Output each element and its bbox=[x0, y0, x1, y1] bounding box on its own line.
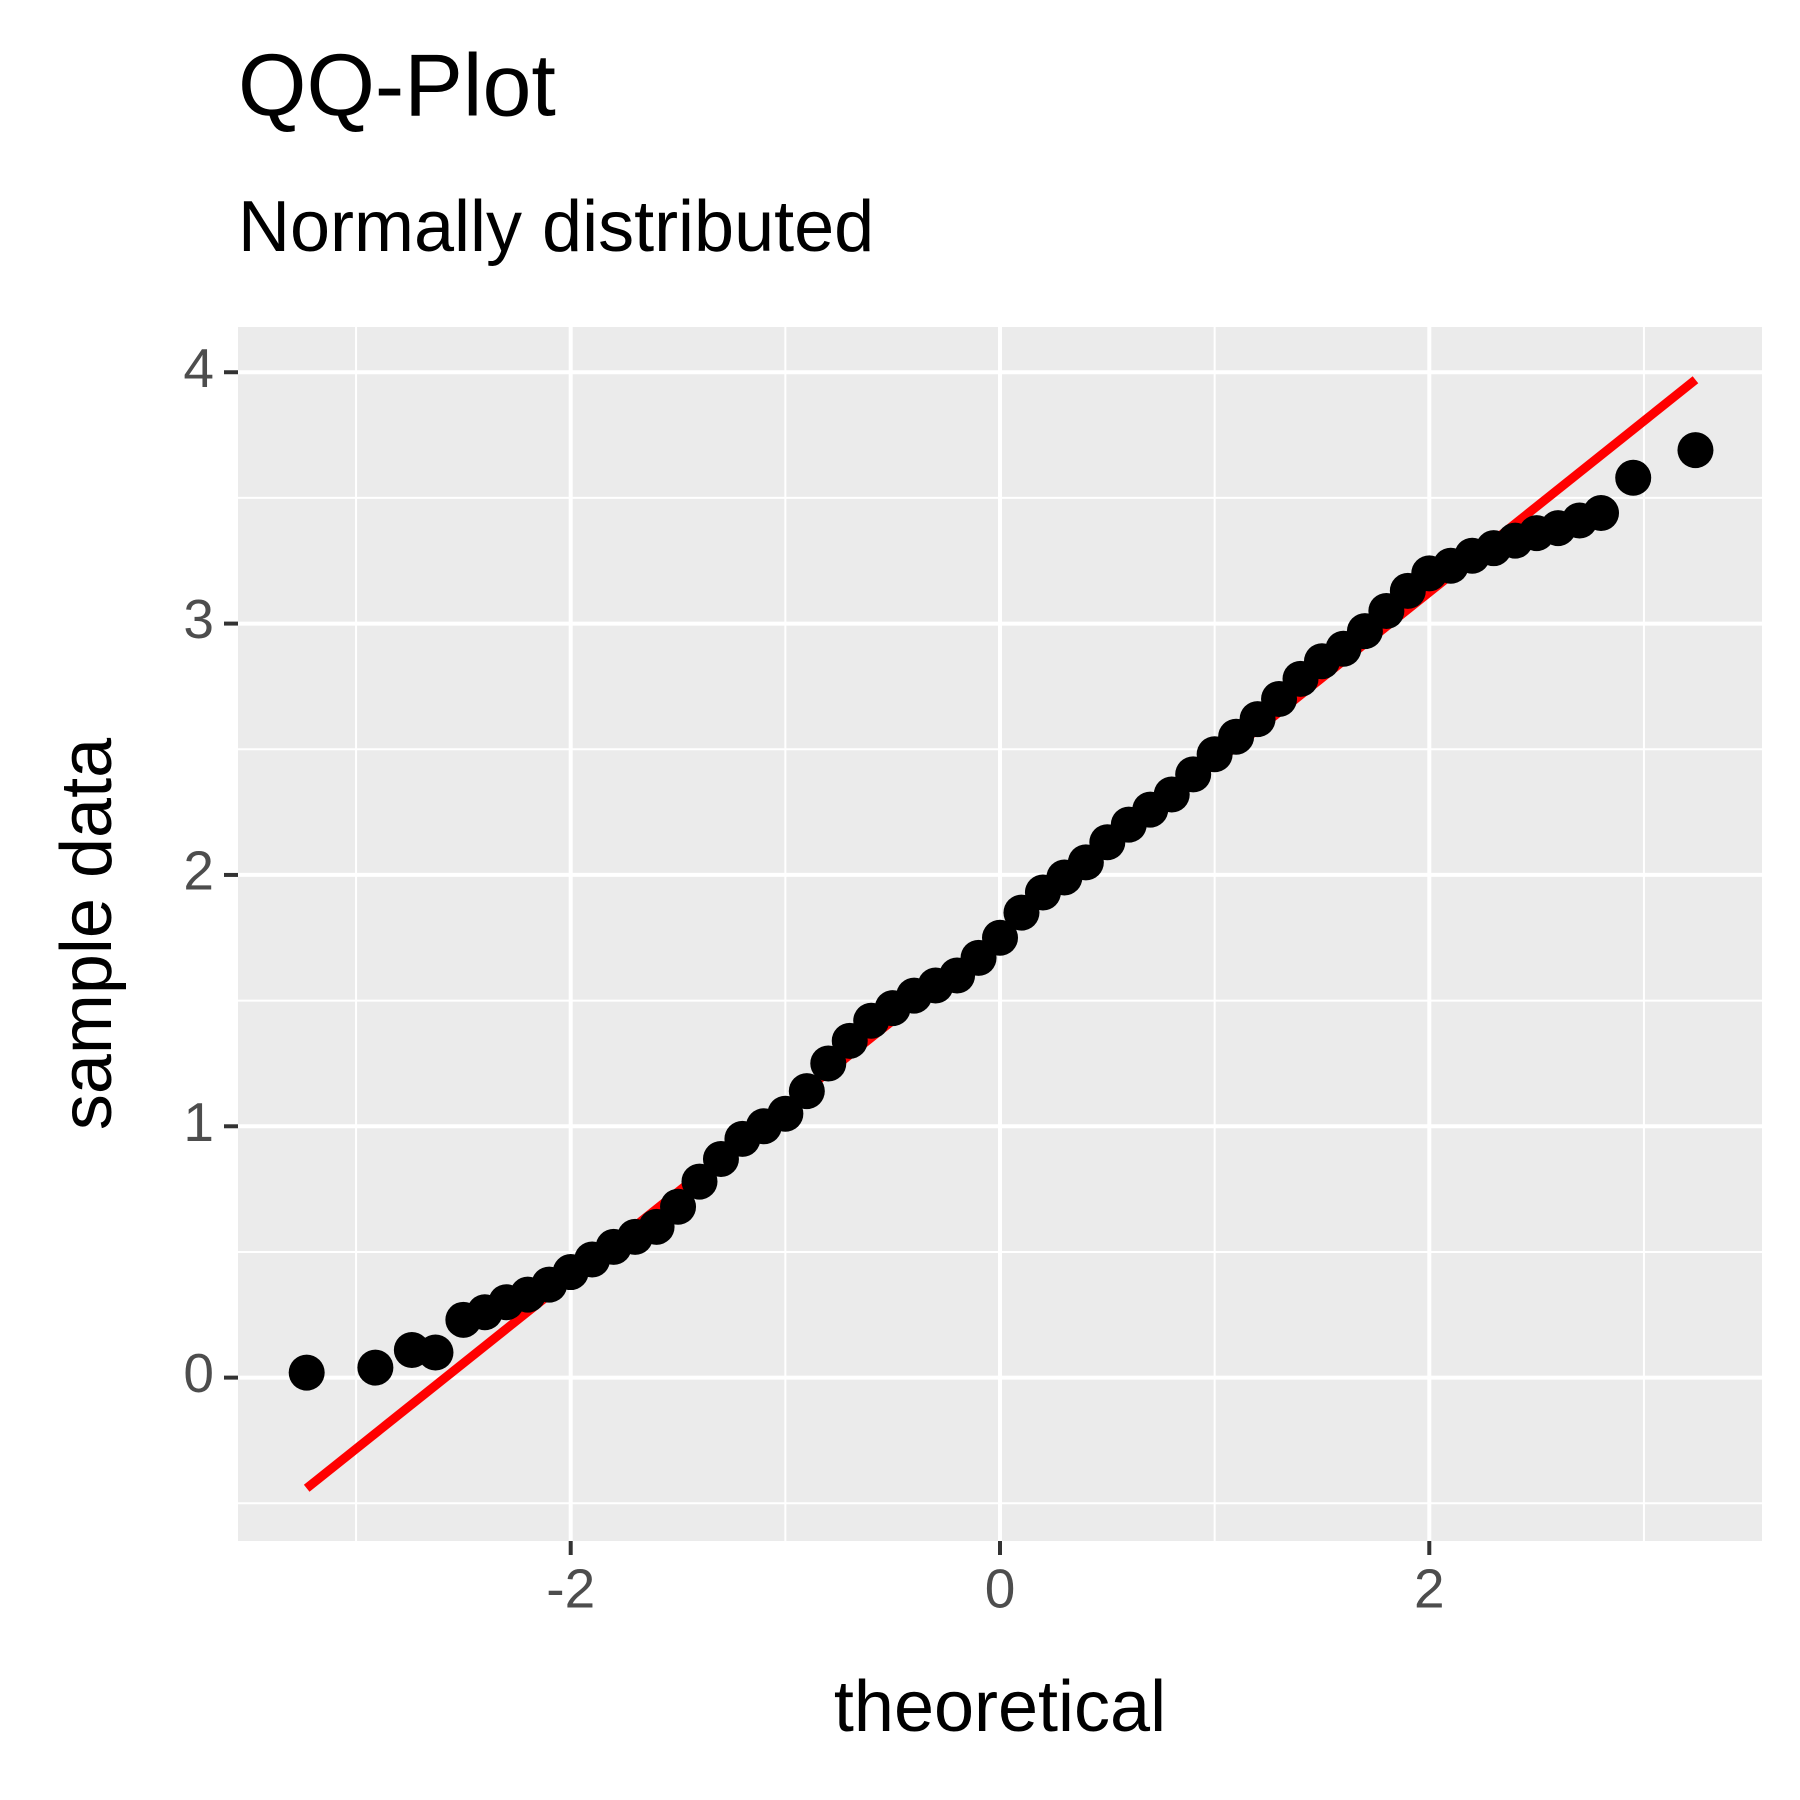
point bbox=[1615, 459, 1652, 496]
point bbox=[788, 1073, 825, 1110]
chart-title: QQ-Plot bbox=[238, 35, 556, 134]
y-tick-label: 1 bbox=[183, 1091, 214, 1153]
point bbox=[357, 1349, 394, 1386]
y-axis-title: sample data bbox=[47, 737, 127, 1130]
point bbox=[810, 1045, 847, 1082]
y-tick-label: 4 bbox=[183, 337, 214, 399]
point bbox=[417, 1334, 454, 1371]
point bbox=[767, 1095, 804, 1132]
y-tick-label: 2 bbox=[183, 839, 214, 901]
x-tick-label: 0 bbox=[985, 1558, 1016, 1620]
point bbox=[660, 1188, 697, 1225]
y-tick-label: 0 bbox=[183, 1342, 214, 1404]
x-tick-label: 2 bbox=[1414, 1558, 1445, 1620]
x-axis-title: theoretical bbox=[834, 1667, 1166, 1747]
y-tick-label: 3 bbox=[183, 588, 214, 650]
point bbox=[1583, 494, 1620, 531]
chart-subtitle: Normally distributed bbox=[238, 187, 874, 267]
point bbox=[288, 1354, 325, 1391]
point bbox=[681, 1163, 718, 1200]
point bbox=[1677, 432, 1714, 469]
x-tick-label: -2 bbox=[546, 1558, 595, 1620]
point bbox=[982, 919, 1018, 956]
